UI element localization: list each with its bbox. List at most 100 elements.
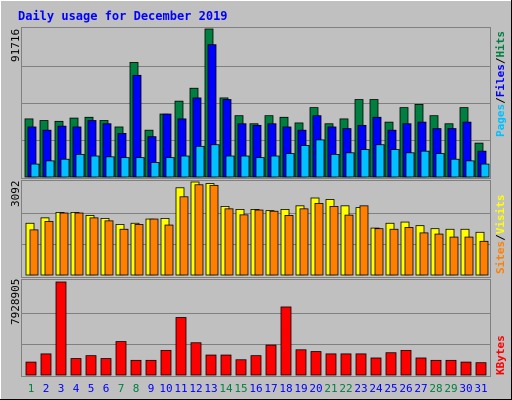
bar-kbytes-day-7	[115, 341, 127, 376]
bar-sites-day-22	[344, 214, 354, 276]
bar-sites-day-8	[134, 224, 144, 276]
x-tick-label-day-30: 30	[459, 382, 472, 395]
x-tick-label-day-31: 31	[474, 382, 487, 395]
bar-kbytes-day-11	[175, 317, 187, 376]
bar-sites-day-12	[194, 184, 204, 276]
x-tick-label-day-2: 2	[43, 382, 50, 395]
middle-panel-bars	[22, 181, 490, 276]
bar-kbytes-day-20	[310, 351, 322, 376]
x-tick-label-day-23: 23	[354, 382, 367, 395]
legend-separator: /	[494, 97, 507, 104]
x-tick-label-day-27: 27	[414, 382, 427, 395]
bar-sites-day-4	[74, 212, 84, 276]
x-tick-label-day-17: 17	[264, 382, 277, 395]
legend-separator: /	[494, 234, 507, 241]
bar-kbytes-day-17	[265, 344, 277, 376]
bar-pages-day-5	[90, 155, 100, 178]
bar-kbytes-day-8	[130, 359, 142, 376]
bar-kbytes-day-12	[190, 342, 202, 376]
bar-pages-day-31	[480, 163, 490, 178]
bar-kbytes-day-30	[460, 361, 472, 376]
bar-pages-day-29	[450, 158, 460, 178]
bar-sites-day-19	[299, 208, 309, 276]
top-panel-bars	[22, 28, 490, 178]
bar-kbytes-day-26	[400, 349, 412, 376]
bar-kbytes-day-13	[205, 354, 217, 376]
bar-pages-day-18	[285, 153, 295, 178]
bar-sites-day-23	[359, 205, 369, 276]
x-tick-label-day-29: 29	[444, 382, 457, 395]
bar-sites-day-15	[239, 214, 249, 276]
legend-visits: Visits	[494, 195, 507, 235]
x-tick-label-day-1: 1	[28, 382, 35, 395]
bar-sites-day-16	[254, 209, 264, 276]
top-panel-frame	[21, 27, 491, 179]
bar-sites-day-2	[44, 221, 54, 276]
bar-kbytes-day-9	[145, 359, 157, 376]
bar-sites-day-24	[374, 228, 384, 276]
bar-pages-day-25	[390, 149, 400, 178]
bar-kbytes-day-10	[160, 349, 172, 376]
bar-pages-day-17	[270, 155, 280, 178]
bar-kbytes-day-28	[430, 359, 442, 376]
bar-pages-day-10	[165, 157, 175, 178]
x-tick-label-day-7: 7	[118, 382, 125, 395]
x-tick-label-day-3: 3	[58, 382, 65, 395]
x-tick-label-day-4: 4	[73, 382, 80, 395]
legend-separator: /	[494, 57, 507, 64]
middle-legend: Sites/Visits	[494, 195, 507, 275]
middle-axis-max-label: 3092	[9, 181, 22, 208]
bar-sites-day-14	[224, 208, 234, 276]
bar-pages-day-14	[225, 155, 235, 178]
bar-sites-day-20	[314, 203, 324, 276]
bar-sites-day-31	[479, 240, 489, 276]
bar-kbytes-day-14	[220, 354, 232, 376]
bottom-panel-frame	[21, 279, 491, 377]
bar-pages-day-2	[45, 160, 55, 178]
bar-sites-day-26	[404, 227, 414, 276]
bar-kbytes-day-3	[55, 281, 67, 376]
x-tick-label-day-28: 28	[429, 382, 442, 395]
bar-kbytes-day-19	[295, 349, 307, 376]
bar-kbytes-day-15	[235, 359, 247, 376]
bar-pages-day-13	[210, 144, 220, 178]
bar-kbytes-day-31	[475, 362, 487, 376]
top-legend: Pages/Files/Hits	[494, 31, 507, 137]
bar-sites-day-30	[464, 236, 474, 276]
x-tick-label-day-25: 25	[384, 382, 397, 395]
bar-pages-day-4	[75, 154, 85, 178]
bar-kbytes-day-4	[70, 358, 82, 376]
bar-pages-day-28	[435, 153, 445, 178]
bar-kbytes-day-22	[340, 353, 352, 376]
bar-kbytes-day-16	[250, 355, 262, 376]
bar-sites-day-3	[59, 212, 69, 276]
bottom-panel-bars	[22, 281, 490, 376]
bar-pages-day-16	[255, 157, 265, 178]
bar-sites-day-13	[209, 184, 219, 276]
legend-files: Files	[494, 64, 507, 97]
x-tick-label-day-20: 20	[309, 382, 322, 395]
x-tick-label-day-18: 18	[279, 382, 292, 395]
bar-pages-day-30	[465, 160, 475, 178]
bar-pages-day-8	[135, 157, 145, 178]
bar-kbytes-day-25	[385, 352, 397, 376]
x-tick-label-day-9: 9	[148, 382, 155, 395]
bar-sites-day-18	[284, 215, 294, 276]
bar-kbytes-day-21	[325, 353, 337, 376]
bar-kbytes-day-6	[100, 358, 112, 376]
bar-sites-day-17	[269, 210, 279, 276]
bottom-legend: KBytes	[494, 335, 507, 375]
bar-pages-day-12	[195, 145, 205, 178]
x-axis-day-labels: 1 2 3 4 5 6 7 8 9 10 11 12 13 14 15 16 17 18 19 20 21 22 23 24 2…	[28, 382, 488, 395]
x-tick-label-day-11: 11	[174, 382, 187, 395]
bar-pages-day-20	[315, 139, 325, 178]
bar-sites-day-29	[449, 236, 459, 276]
bar-kbytes-day-24	[370, 357, 382, 376]
bar-pages-day-11	[180, 155, 190, 178]
bar-sites-day-11	[179, 196, 189, 276]
bar-sites-day-10	[164, 224, 174, 276]
x-tick-label-day-24: 24	[369, 382, 383, 395]
